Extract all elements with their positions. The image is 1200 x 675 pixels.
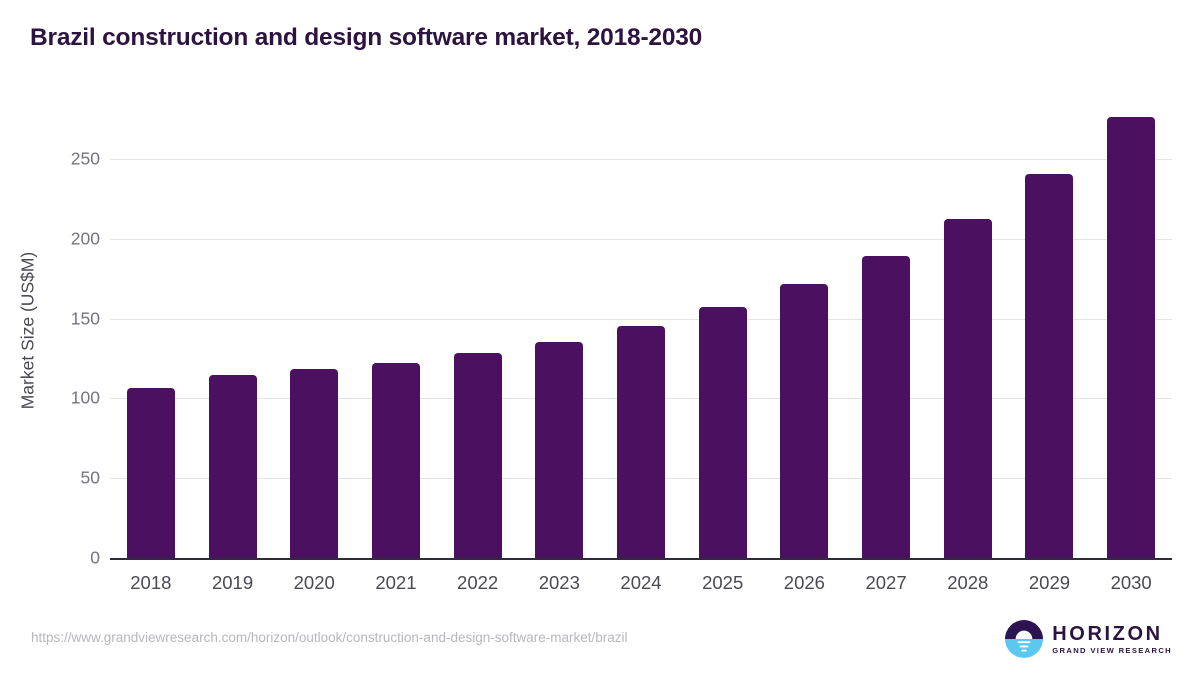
x-tick-label: 2028 bbox=[947, 572, 989, 593]
bar[interactable] bbox=[371, 362, 420, 559]
x-tick-label: 2018 bbox=[130, 572, 172, 593]
x-tick-label: 2023 bbox=[538, 572, 580, 593]
horizon-logo-text: HORIZON GRAND VIEW RESEARCH bbox=[1052, 624, 1172, 655]
y-tick-label: 50 bbox=[80, 467, 100, 488]
bar[interactable] bbox=[617, 325, 665, 559]
x-tick-label: 2019 bbox=[211, 572, 254, 593]
y-tick-label: 250 bbox=[70, 148, 100, 169]
x-tick-label: 2020 bbox=[293, 572, 335, 593]
gridline bbox=[110, 158, 1172, 160]
y-axis-ticks: 0 50 100 150 200 250 bbox=[20, 0, 100, 675]
logo-wordmark: HORIZON bbox=[1052, 622, 1163, 645]
bar[interactable] bbox=[1107, 116, 1156, 559]
bar[interactable] bbox=[453, 353, 502, 559]
x-tick-label: 2026 bbox=[783, 572, 825, 593]
bar[interactable] bbox=[862, 255, 911, 559]
y-tick-label: 150 bbox=[70, 308, 100, 329]
gridline bbox=[110, 318, 1172, 320]
x-tick-label: 2029 bbox=[1028, 572, 1071, 593]
bar[interactable] bbox=[698, 306, 747, 559]
horizon-logo-icon bbox=[1005, 620, 1044, 658]
bars-layer bbox=[110, 95, 1172, 559]
x-tick-label: 2027 bbox=[865, 572, 907, 593]
y-tick-label: 0 bbox=[90, 547, 100, 568]
bar[interactable] bbox=[126, 388, 175, 559]
page-title: Brazil construction and design software … bbox=[30, 24, 703, 51]
logo-tagline: GRAND VIEW RESEARCH bbox=[1052, 645, 1172, 655]
x-tick-label: 2030 bbox=[1110, 572, 1152, 593]
bar[interactable] bbox=[1025, 174, 1074, 559]
gridline bbox=[110, 238, 1172, 240]
x-axis-line bbox=[110, 558, 1172, 560]
x-tick-label: 2024 bbox=[620, 572, 662, 593]
horizon-logo[interactable]: HORIZON GRAND VIEW RESEARCH bbox=[1005, 618, 1172, 660]
y-tick-label: 200 bbox=[70, 228, 100, 249]
bar[interactable] bbox=[208, 375, 257, 559]
x-tick-label: 2025 bbox=[702, 572, 744, 593]
bar[interactable] bbox=[780, 284, 829, 559]
x-tick-label: 2021 bbox=[375, 572, 417, 593]
y-tick-label: 100 bbox=[70, 387, 100, 408]
bar[interactable] bbox=[290, 369, 339, 559]
bar[interactable] bbox=[535, 341, 584, 559]
bar[interactable] bbox=[943, 218, 992, 559]
source-url[interactable]: https://www.grandviewresearch.com/horizo… bbox=[31, 630, 628, 645]
x-tick-label: 2022 bbox=[457, 572, 499, 593]
